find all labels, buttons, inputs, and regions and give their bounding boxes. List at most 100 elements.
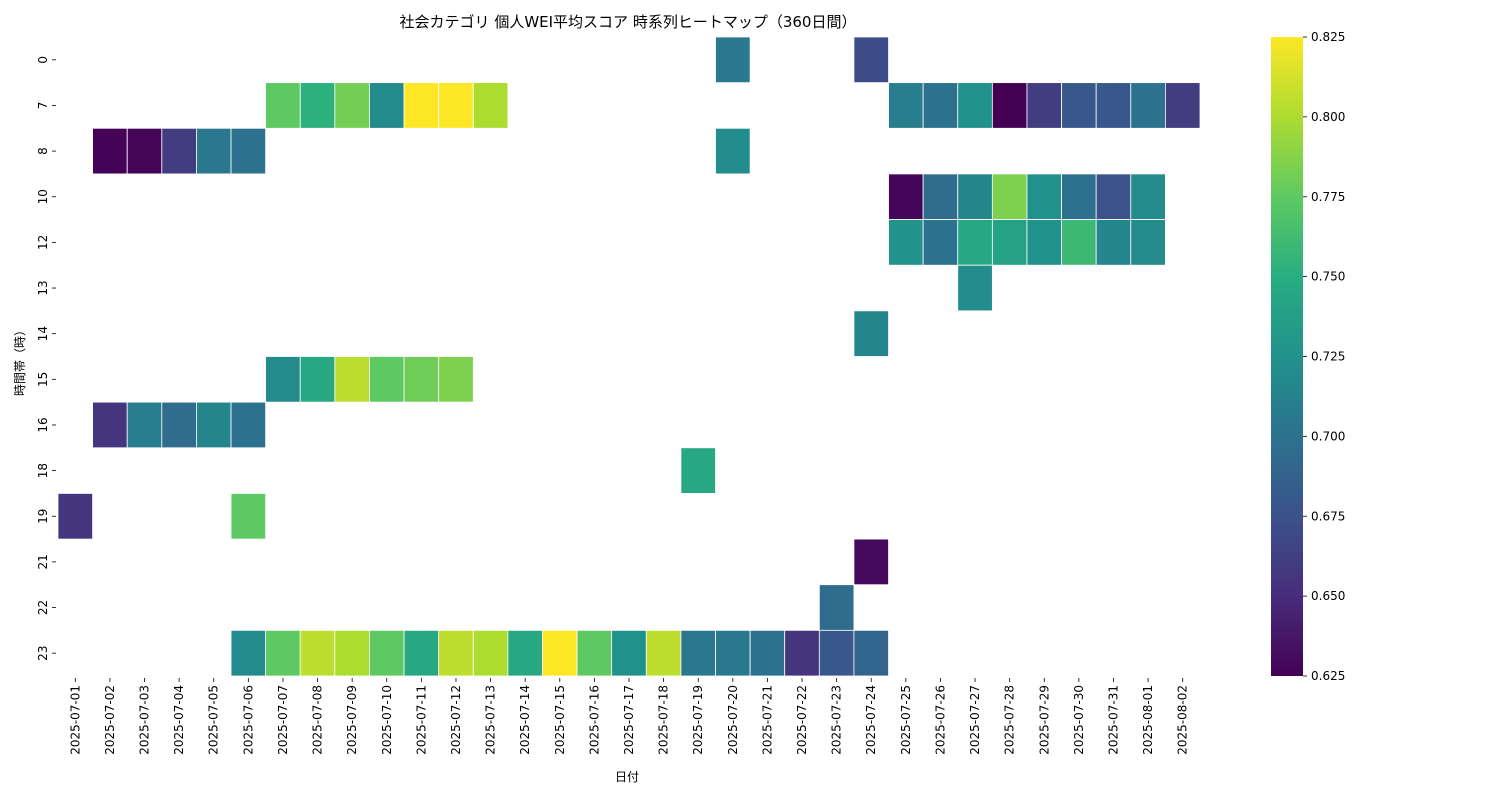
- x-tick-label: 2025-07-15: [553, 685, 567, 755]
- heatmap-cell: [438, 356, 474, 403]
- y-tick-label: 16: [36, 417, 50, 432]
- heatmap-cell: [1130, 82, 1166, 129]
- x-tick-label: 2025-08-01: [1141, 685, 1155, 755]
- x-tick-label: 2025-07-21: [760, 685, 774, 755]
- y-tick-label: 0: [36, 56, 50, 64]
- y-tick-label: 10: [36, 189, 50, 204]
- heatmap-cell: [369, 356, 405, 403]
- x-tick-label: 2025-07-29: [1037, 685, 1051, 755]
- heatmap-cell: [403, 356, 440, 403]
- heatmap-cell: [853, 310, 889, 357]
- heatmap-cell: [680, 447, 716, 494]
- heatmap-cell: [369, 82, 405, 129]
- x-tick-label: 2025-07-09: [345, 685, 359, 755]
- heatmap-cell: [888, 82, 924, 129]
- x-tick-label: 2025-07-18: [657, 685, 671, 755]
- x-tick-label: 2025-07-24: [864, 685, 878, 755]
- heatmap-cell: [1130, 173, 1166, 220]
- colorbar-tick-label: 0.825: [1311, 30, 1345, 44]
- heatmap-cell: [1095, 82, 1132, 129]
- x-tick-label: 2025-07-11: [414, 685, 428, 755]
- heatmap-cell: [230, 401, 267, 449]
- x-tick-label: 2025-07-31: [1106, 685, 1120, 755]
- heatmap-cell: [991, 82, 1028, 129]
- y-tick-label: 23: [36, 646, 50, 661]
- x-tick-label: 2025-07-16: [587, 685, 601, 755]
- x-tick-label: 2025-07-02: [103, 685, 117, 755]
- y-tick-label: 8: [36, 147, 50, 155]
- heatmap-cell: [161, 401, 197, 449]
- heatmap-cell: [507, 629, 543, 677]
- colorbar-tick-label: 0.675: [1311, 509, 1345, 523]
- x-tick-label: 2025-07-19: [691, 685, 705, 755]
- heatmap-cell: [126, 127, 163, 175]
- x-tick-label: 2025-07-26: [933, 685, 947, 755]
- x-tick-label: 2025-07-04: [172, 685, 186, 755]
- heatmap-cell: [957, 264, 993, 312]
- x-tick-label: 2025-07-27: [968, 685, 982, 755]
- x-tick-label: 2025-07-12: [449, 685, 463, 755]
- x-tick-label: 2025-07-06: [241, 685, 255, 755]
- x-tick-label: 2025-07-23: [830, 685, 844, 755]
- heatmap-cell: [299, 356, 336, 403]
- heatmap-cell: [369, 629, 405, 677]
- heatmap-cell: [1026, 219, 1062, 266]
- colorbar-gradient: [1271, 37, 1303, 676]
- heatmap-cell: [818, 629, 855, 677]
- heatmap-cell: [196, 127, 232, 175]
- heatmap-cell: [230, 127, 267, 175]
- heatmap-cell: [334, 82, 370, 129]
- heatmap-cell: [1061, 173, 1097, 220]
- heatmap-cell: [1130, 219, 1166, 266]
- heatmap-cell: [161, 127, 197, 175]
- y-tick-label: 7: [36, 102, 50, 110]
- y-tick-label: 14: [36, 326, 50, 341]
- heatmap-cell: [749, 629, 786, 677]
- heatmap-cell: [1026, 173, 1062, 220]
- y-tick-label: 12: [36, 235, 50, 250]
- colorbar-tick-label: 0.700: [1311, 429, 1345, 443]
- heatmap-cell: [126, 401, 163, 449]
- heatmap-cell: [715, 127, 751, 175]
- heatmap-cell: [230, 629, 267, 677]
- heatmap-cell: [1061, 219, 1097, 266]
- colorbar-tick-label: 0.650: [1311, 589, 1345, 603]
- x-tick-label: 2025-07-08: [311, 685, 325, 755]
- colorbar: 0.625 0.650 0.675 0.700 0.725 0.750 0.775 0.800…: [1271, 30, 1345, 683]
- heatmap-cell: [922, 173, 959, 220]
- heatmap-cell: [715, 629, 751, 677]
- x-tick-label: 2025-07-05: [207, 685, 221, 755]
- heatmap-cell: [334, 629, 370, 677]
- colorbar-tick-label: 0.800: [1311, 110, 1345, 124]
- heatmap-cell: [542, 629, 578, 677]
- heatmap-cell: [1061, 82, 1097, 129]
- heatmap-cell: [922, 82, 959, 129]
- heatmap-cell: [299, 629, 336, 677]
- x-tick-label: 2025-07-07: [276, 685, 290, 755]
- heatmap-cell: [92, 401, 128, 449]
- heatmap-cell: [472, 82, 509, 129]
- y-tick-label: 22: [36, 600, 50, 615]
- heatmap-cell: [991, 219, 1028, 266]
- x-tick-label: 2025-07-22: [795, 685, 809, 755]
- heatmap-cell: [1164, 82, 1201, 129]
- heatmap-cell: [611, 629, 647, 677]
- heatmap-cell: [1095, 219, 1132, 266]
- heatmap-cell: [645, 629, 682, 677]
- heatmap-cells: [57, 36, 1201, 677]
- heatmap-cell: [957, 82, 993, 129]
- y-tick-label: 21: [36, 554, 50, 569]
- heatmap-cell: [438, 629, 474, 677]
- x-tick-label: 2025-07-10: [380, 685, 394, 755]
- heatmap-cell: [57, 493, 94, 540]
- y-tick-label: 15: [36, 372, 50, 387]
- colorbar-ticks: 0.625 0.650 0.675 0.700 0.725 0.750 0.775 0.800…: [1303, 30, 1345, 683]
- heatmap-cell: [472, 629, 509, 677]
- x-tick-label: 2025-07-25: [899, 685, 913, 755]
- heatmap-cell: [576, 629, 613, 677]
- y-tick-label: 13: [36, 280, 50, 295]
- colorbar-tick-label: 0.725: [1311, 350, 1345, 364]
- x-tick-label: 2025-07-13: [484, 685, 498, 755]
- x-tick-label: 2025-07-20: [726, 685, 740, 755]
